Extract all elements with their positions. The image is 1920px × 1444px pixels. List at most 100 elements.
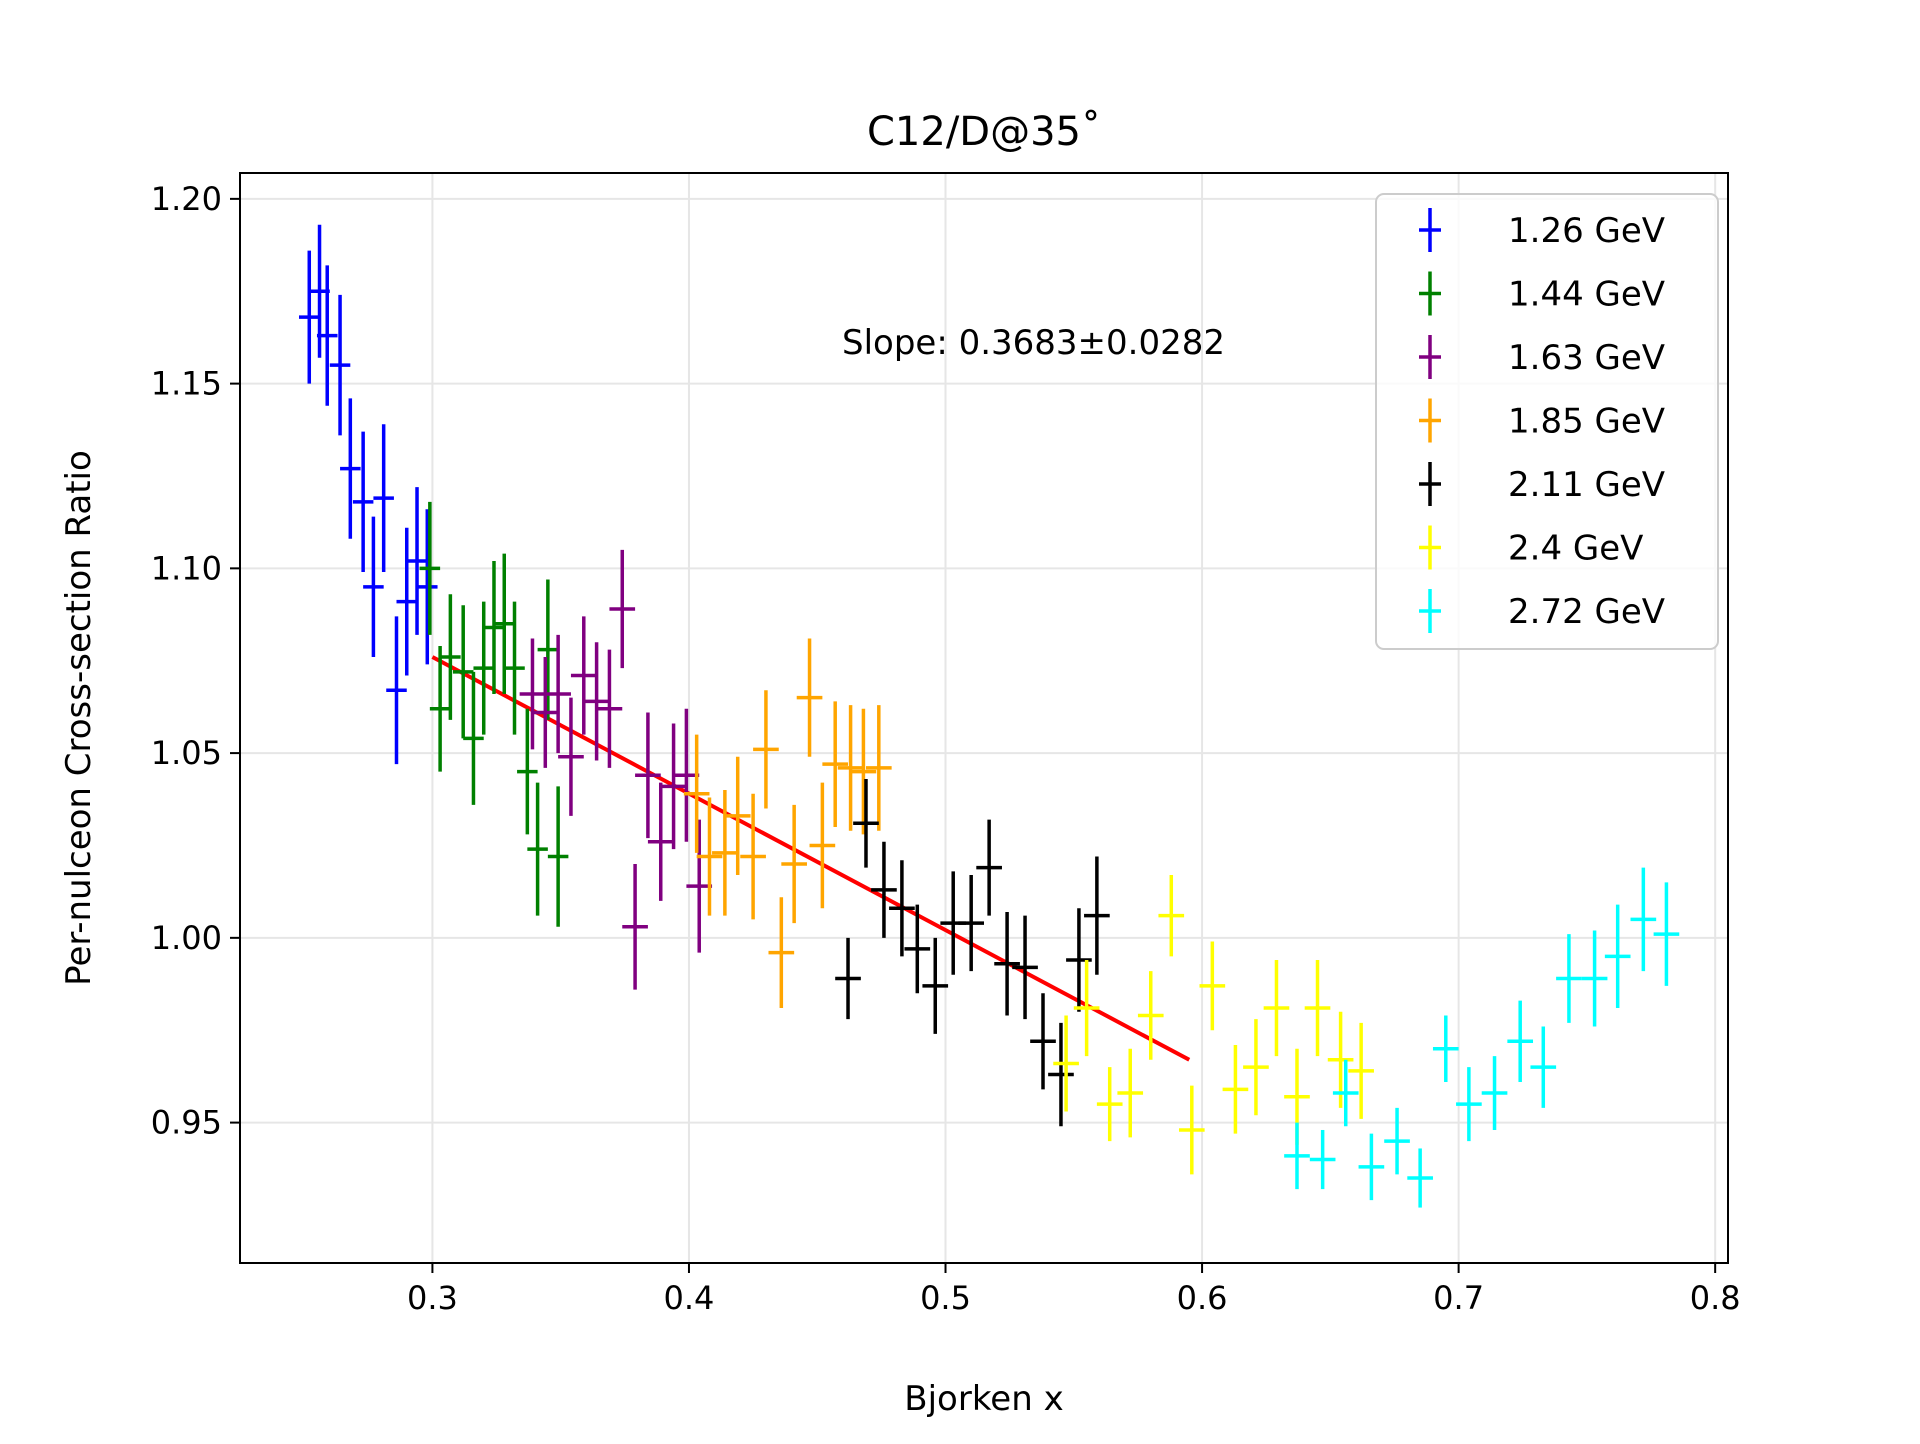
data-point (1012, 915, 1038, 1020)
y-tick-label: 1.00 (151, 919, 222, 957)
x-axis-label: Bjorken x (904, 1379, 1063, 1419)
data-point (1581, 930, 1608, 1027)
x-tick-label: 0.4 (664, 1279, 715, 1317)
data-point (545, 634, 571, 754)
data-point (1604, 904, 1631, 1009)
data-point (596, 649, 623, 768)
legend-label: 1.85 GeV (1508, 402, 1665, 442)
data-point (889, 860, 915, 957)
data-point (871, 841, 897, 938)
data-point (1630, 867, 1657, 972)
data-point (865, 705, 892, 831)
data-point (622, 863, 648, 990)
data-point (740, 793, 766, 920)
y-tick-label: 1.15 (151, 365, 222, 403)
data-point (768, 897, 795, 1009)
data-point (1158, 875, 1185, 957)
data-point (994, 911, 1020, 1016)
legend-label: 1.63 GeV (1508, 338, 1665, 378)
data-point (519, 638, 546, 750)
data-point (419, 501, 441, 635)
legend-entry: 2.4 GeV (1419, 525, 1643, 570)
data-point (570, 616, 597, 735)
data-point (1432, 1015, 1459, 1082)
data-point (558, 697, 584, 816)
chart-title: C12/D@35˚ (867, 109, 1101, 155)
data-point (1243, 1019, 1269, 1116)
data-point (1117, 1048, 1144, 1138)
data-point (1456, 1067, 1482, 1142)
tick-layer: 0.3 0.4 0.5 0.6 0.7 0.8 0.95 1.00 1.05 1.10 1.15 1.… (151, 180, 1741, 1317)
data-point (712, 790, 738, 916)
data-point (1178, 1085, 1205, 1175)
data-point (696, 797, 723, 916)
series-2.11-gev (835, 778, 1110, 1127)
data-point (463, 671, 484, 805)
data-point (904, 904, 931, 994)
data-point (583, 642, 610, 761)
data-point (753, 690, 779, 809)
x-tick-label: 0.6 (1177, 1279, 1228, 1317)
data-point (473, 601, 494, 735)
data-point (850, 708, 877, 835)
data-layer (299, 224, 1680, 1208)
data-point (504, 601, 525, 735)
legend-entry: 1.26 GeV (1419, 208, 1665, 252)
data-point (1222, 1045, 1249, 1134)
data-point (1199, 941, 1226, 1031)
data-point (1348, 1022, 1374, 1119)
legend-label: 2.11 GeV (1508, 465, 1665, 505)
data-point (683, 734, 710, 853)
legend-entry: 1.63 GeV (1419, 335, 1665, 379)
data-point (1137, 971, 1164, 1060)
legend-label: 1.44 GeV (1508, 275, 1665, 315)
data-point (352, 431, 374, 573)
data-point (1096, 1067, 1123, 1142)
data-point (493, 553, 515, 694)
data-point (853, 778, 879, 868)
data-point (429, 645, 451, 772)
series-1.63-gev (519, 549, 713, 990)
data-point (922, 937, 949, 1034)
data-point (396, 527, 418, 676)
data-point (299, 250, 320, 384)
data-point (1384, 1107, 1410, 1175)
data-point (1073, 960, 1100, 1057)
data-point (1048, 1022, 1074, 1127)
data-point (1507, 1000, 1534, 1082)
data-point (1084, 856, 1110, 975)
data-point (532, 657, 559, 768)
data-point (1304, 960, 1331, 1057)
data-point (609, 549, 636, 669)
data-point (1332, 1059, 1359, 1127)
data-point (373, 424, 394, 573)
data-point (1653, 882, 1680, 986)
series-1.85-gev (683, 638, 892, 1009)
legend-entry: 2.11 GeV (1419, 462, 1665, 506)
data-point (1030, 993, 1056, 1090)
legend-label: 1.26 GeV (1508, 211, 1665, 251)
data-point (1309, 1129, 1336, 1190)
data-point (822, 701, 849, 827)
y-axis-label: Per-nulceon Cross-section Ratio (59, 450, 99, 986)
data-point (316, 265, 338, 406)
data-point (781, 804, 807, 924)
legend-entry: 1.85 GeV (1419, 398, 1665, 443)
data-point (958, 875, 984, 972)
legend-label: 2.72 GeV (1508, 592, 1665, 632)
x-tick-label: 0.7 (1433, 1279, 1484, 1317)
data-point (386, 616, 407, 765)
y-tick-label: 0.95 (151, 1104, 222, 1142)
x-tick-label: 0.3 (407, 1279, 458, 1317)
data-point (835, 937, 861, 1020)
data-point (527, 782, 548, 916)
series-2.72-gev (1284, 867, 1680, 1208)
data-point (1481, 1056, 1508, 1130)
data-point (1053, 1015, 1079, 1112)
data-point (1284, 1122, 1310, 1190)
data-point (483, 560, 505, 694)
data-point (635, 712, 661, 839)
data-point (417, 509, 438, 665)
